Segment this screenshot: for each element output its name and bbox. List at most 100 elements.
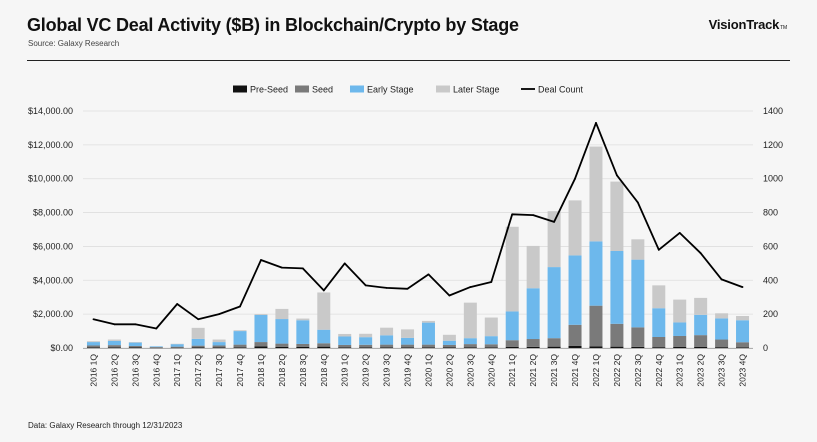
x-tick-label: 2020 1Q [423, 354, 433, 387]
x-tick-label: 2023 2Q [696, 354, 706, 387]
x-tick-label: 2018 3Q [298, 354, 308, 387]
bar-seed [296, 343, 310, 347]
bar-pre-seed [610, 346, 624, 348]
bar-early-stage [191, 338, 205, 346]
bar-pre-seed [233, 347, 247, 348]
y-tick-label: $14,000.00 [28, 106, 73, 116]
bar-pre-seed [254, 346, 268, 348]
x-tick-label: 2021 1Q [507, 354, 517, 387]
bar-pre-seed [191, 347, 205, 348]
point-deal-count [343, 262, 346, 265]
point-deal-count [741, 286, 744, 288]
bar-pre-seed [442, 347, 456, 348]
point-deal-count [616, 174, 618, 177]
bar-early-stage [128, 342, 142, 346]
bar-later-stage [317, 292, 331, 330]
y-tick-label: $0.00 [50, 343, 73, 353]
bar-early-stage [736, 320, 750, 343]
point-deal-count [657, 248, 660, 251]
bar-early-stage [401, 337, 415, 345]
bar-early-stage [715, 318, 729, 340]
point-deal-count [155, 327, 158, 330]
bar-later-stage [463, 302, 477, 339]
bar-pre-seed [547, 346, 561, 348]
bar-early-stage [338, 336, 352, 345]
bar-seed [380, 344, 394, 348]
chart-title: Global VC Deal Activity ($B) in Blockcha… [27, 15, 519, 35]
bar-seed [610, 323, 624, 347]
bar-early-stage [505, 311, 519, 341]
bar-seed [86, 345, 100, 348]
bar-seed [547, 338, 561, 347]
point-deal-count [197, 318, 200, 321]
bar-later-stage [275, 308, 289, 320]
x-tick-label: 2016 3Q [130, 354, 140, 387]
bar-early-stage [673, 322, 687, 336]
point-deal-count [636, 201, 639, 204]
bar-pre-seed [505, 346, 519, 348]
bar-early-stage [463, 338, 477, 345]
bar-early-stage [359, 337, 373, 345]
bar-pre-seed [463, 347, 477, 348]
y-tick-label: $6,000.00 [33, 241, 73, 251]
bar-early-stage [547, 267, 561, 339]
bar-early-stage [568, 255, 582, 325]
bar-seed [463, 344, 477, 348]
legend-swatch [350, 85, 364, 93]
chart-source: Source: Galaxy Research [28, 39, 120, 48]
bar-seed [694, 335, 708, 347]
bar-later-stage [86, 341, 100, 343]
bar-early-stage [652, 308, 666, 337]
bar-seed [275, 343, 289, 347]
x-tick-label: 2019 3Q [382, 354, 392, 387]
bar-seed [401, 344, 415, 348]
legend-swatch [295, 85, 309, 93]
line-deal-count [93, 122, 743, 330]
bar-early-stage [610, 250, 624, 324]
bar-seed [568, 324, 582, 346]
x-tick-label: 2016 1Q [88, 354, 98, 387]
bar-later-stage [170, 343, 184, 345]
point-deal-count [322, 289, 325, 292]
bar-pre-seed [359, 347, 373, 348]
bar-later-stage [568, 200, 582, 256]
point-deal-count [385, 287, 388, 289]
x-tick-label: 2018 4Q [319, 354, 329, 387]
bar-seed [338, 344, 352, 348]
x-tick-label: 2019 1Q [340, 354, 350, 387]
point-deal-count [448, 294, 451, 297]
x-tick-label: 2023 1Q [675, 354, 685, 387]
bar-seed [170, 346, 184, 348]
bar-early-stage [149, 346, 163, 348]
legend-item-deal-count: Deal Count [521, 84, 584, 94]
bar-seed [359, 344, 373, 348]
point-deal-count [92, 318, 95, 321]
y-tick-label: $12,000.00 [28, 140, 73, 150]
bar-early-stage [380, 335, 394, 345]
bar-early-stage [254, 314, 268, 343]
bar-pre-seed [128, 347, 142, 348]
bar-seed [484, 344, 498, 348]
x-tick-label: 2022 1Q [591, 354, 601, 387]
y2-tick-label: 1000 [763, 174, 783, 184]
bar-later-stage [610, 181, 624, 251]
point-deal-count [260, 259, 262, 261]
bar-early-stage [526, 288, 540, 340]
x-tick-label: 2018 2Q [277, 354, 287, 387]
bar-later-stage [128, 342, 142, 343]
point-deal-count [532, 214, 535, 217]
bar-early-stage [317, 329, 331, 344]
brand-trademark: TM [780, 25, 787, 31]
brand-logo: VisionTrackTM [709, 17, 788, 32]
bar-early-stage [212, 342, 226, 346]
point-deal-count [553, 220, 555, 223]
legend-item-early-stage: Early Stage [350, 84, 414, 94]
y2-tick-label: 200 [763, 309, 778, 319]
bar-pre-seed [484, 347, 498, 348]
bar-early-stage [442, 340, 456, 345]
bar-pre-seed [673, 346, 687, 348]
point-deal-count [113, 323, 116, 326]
x-tick-label: 2017 3Q [214, 354, 224, 387]
bar-pre-seed [589, 346, 603, 348]
x-tick-label: 2017 2Q [193, 354, 203, 387]
